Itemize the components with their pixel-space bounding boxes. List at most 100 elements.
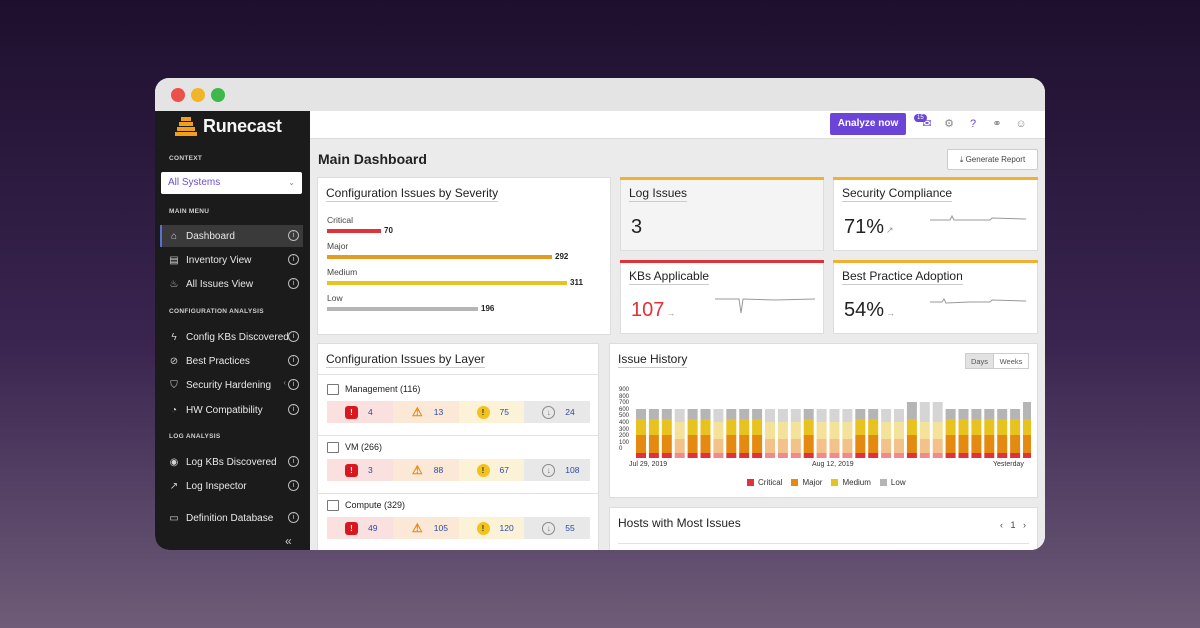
history-bar-segment[interactable] — [906, 435, 917, 453]
history-bar-segment[interactable] — [777, 453, 788, 458]
history-bar-segment[interactable] — [842, 422, 853, 439]
maximize-window-button[interactable] — [211, 88, 225, 102]
history-bar-segment[interactable] — [739, 453, 750, 458]
history-bar-segment[interactable] — [765, 439, 775, 453]
history-bar-segment[interactable] — [1023, 419, 1031, 435]
layer-header[interactable]: Management (116) — [327, 382, 590, 396]
history-bar-segment[interactable] — [648, 435, 659, 453]
prev-page-icon[interactable]: ‹ — [999, 520, 1003, 530]
history-bar-segment[interactable] — [674, 422, 685, 439]
history-bar-segment[interactable] — [752, 435, 763, 453]
history-bar-segment[interactable] — [894, 409, 904, 422]
history-bar-segment[interactable] — [777, 422, 788, 439]
history-bar-segment[interactable] — [855, 419, 866, 435]
history-bar-segment[interactable] — [726, 453, 737, 458]
sidebar-item-security-hardening[interactable]: ⛉ Security Hardening ‹ i — [160, 374, 303, 396]
layer-header[interactable]: VM (266) — [327, 440, 590, 454]
info-icon[interactable]: i — [288, 512, 299, 523]
history-bar-segment[interactable] — [1010, 419, 1021, 435]
history-bar-segment[interactable] — [829, 409, 840, 422]
history-bar-segment[interactable] — [932, 422, 943, 439]
history-bar-segment[interactable] — [661, 435, 672, 453]
history-bar-segment[interactable] — [881, 409, 892, 422]
history-bar-segment[interactable] — [1010, 453, 1021, 458]
history-bar-segment[interactable] — [868, 453, 879, 458]
history-bar-segment[interactable] — [932, 453, 943, 458]
history-bar-segment[interactable] — [1023, 435, 1031, 453]
history-bar-segment[interactable] — [648, 419, 659, 435]
collapse-sidebar-button[interactable]: « — [285, 534, 292, 548]
history-bar-segment[interactable] — [894, 453, 904, 458]
history-bar-segment[interactable] — [648, 453, 659, 458]
layer-major-cell[interactable]: ⚠ 88 — [392, 459, 459, 481]
history-bar-segment[interactable] — [971, 453, 982, 458]
history-bar-segment[interactable] — [777, 409, 788, 422]
sidebar-item-hw-compatibility[interactable]: ◔ HW Compatibility i — [160, 399, 303, 421]
history-bar-segment[interactable] — [855, 409, 866, 419]
layer-low-cell[interactable]: ↓ 108 — [524, 459, 590, 481]
history-bar-segment[interactable] — [713, 409, 724, 422]
history-bar-segment[interactable] — [945, 409, 956, 419]
next-page-icon[interactable]: › — [1023, 520, 1026, 530]
history-bar-segment[interactable] — [713, 453, 724, 458]
analyze-now-button[interactable]: Analyze now — [830, 113, 906, 135]
history-bar-segment[interactable] — [700, 453, 711, 458]
history-bar-segment[interactable] — [790, 453, 801, 458]
history-bar-segment[interactable] — [919, 439, 930, 453]
history-bar-segment[interactable] — [906, 453, 917, 458]
sidebar-item-definition-database[interactable]: ▭ Definition Database i — [160, 507, 303, 529]
history-bar-segment[interactable] — [790, 409, 801, 422]
history-bar-segment[interactable] — [997, 453, 1008, 458]
history-bar-segment[interactable] — [803, 435, 814, 453]
history-bar-segment[interactable] — [687, 409, 698, 419]
history-bar-segment[interactable] — [1023, 402, 1031, 419]
best-practice-card[interactable]: Best Practice Adoption 54% → — [833, 260, 1038, 334]
history-bar-segment[interactable] — [713, 422, 724, 439]
severity-bar[interactable] — [327, 281, 567, 285]
history-bar-segment[interactable] — [932, 402, 943, 422]
history-bar-segment[interactable] — [971, 435, 982, 453]
history-bar-segment[interactable] — [816, 422, 827, 439]
history-bar-segment[interactable] — [842, 453, 853, 458]
history-bar-segment[interactable] — [816, 439, 827, 453]
history-bar-segment[interactable] — [997, 435, 1008, 453]
history-bar-segment[interactable] — [739, 409, 750, 419]
history-bar-segment[interactable] — [700, 419, 711, 435]
history-bar-segment[interactable] — [984, 409, 995, 419]
log-issues-card[interactable]: Log Issues 3 — [620, 177, 824, 251]
history-bar-segment[interactable] — [726, 435, 737, 453]
history-bar-segment[interactable] — [713, 439, 724, 453]
layer-critical-cell[interactable]: ! 4 — [327, 401, 393, 423]
history-bar-segment[interactable] — [700, 409, 711, 419]
info-icon[interactable]: i — [288, 355, 299, 366]
history-bar-segment[interactable] — [636, 419, 646, 435]
history-bar-segment[interactable] — [868, 419, 879, 435]
info-icon[interactable]: i — [288, 456, 299, 467]
history-bar-segment[interactable] — [816, 409, 827, 422]
info-icon[interactable]: i — [288, 379, 299, 390]
history-bar-segment[interactable] — [894, 422, 904, 439]
history-bar-segment[interactable] — [919, 422, 930, 439]
sidebar-item-best-practices[interactable]: ⊘ Best Practices i — [160, 350, 303, 372]
history-bar-segment[interactable] — [829, 453, 840, 458]
layer-medium-cell[interactable]: ! 75 — [458, 401, 525, 423]
history-bar-segment[interactable] — [868, 409, 879, 419]
history-bar-segment[interactable] — [739, 435, 750, 453]
history-bar-segment[interactable] — [803, 419, 814, 435]
layer-medium-cell[interactable]: ! 67 — [458, 459, 525, 481]
legend-item[interactable]: Critical — [747, 478, 782, 487]
history-bar-segment[interactable] — [687, 435, 698, 453]
logo[interactable]: Runecast — [175, 111, 282, 141]
history-bar-segment[interactable] — [842, 439, 853, 453]
layer-header[interactable]: Compute (329) — [327, 498, 590, 512]
sidebar-item-log-inspector[interactable]: ↗ Log Inspector i — [160, 475, 303, 497]
history-bar-segment[interactable] — [661, 419, 672, 435]
minimize-window-button[interactable] — [191, 88, 205, 102]
history-bar-segment[interactable] — [687, 453, 698, 458]
history-bar-segment[interactable] — [752, 453, 763, 458]
history-bar-segment[interactable] — [881, 422, 892, 439]
history-bar-segment[interactable] — [906, 419, 917, 435]
history-bar-segment[interactable] — [855, 453, 866, 458]
sidebar-item-all-issues-view[interactable]: ♨ All Issues View i — [160, 273, 303, 295]
history-bar-segment[interactable] — [894, 439, 904, 453]
